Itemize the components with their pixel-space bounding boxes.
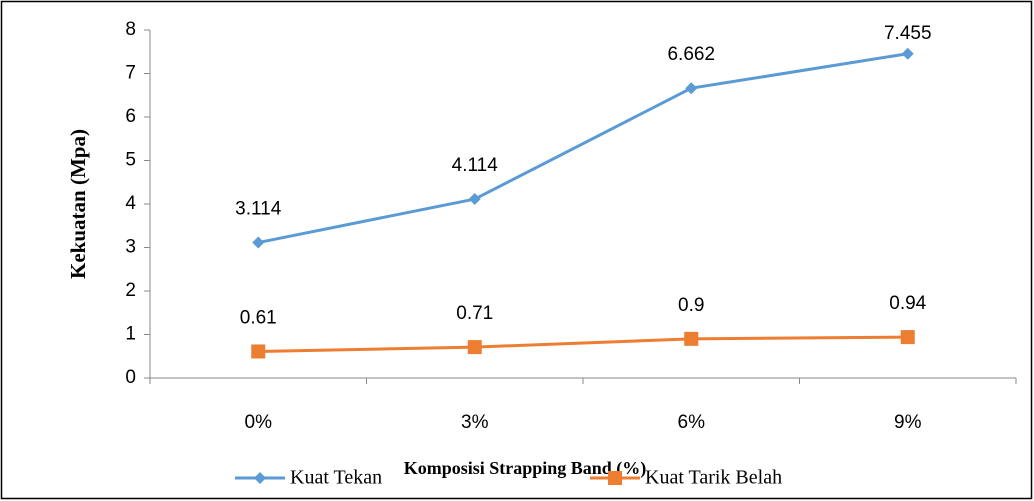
data-label: 3.114: [235, 199, 282, 220]
data-label: 0.61: [240, 307, 277, 328]
series-line: [258, 335, 908, 353]
marker: [468, 193, 481, 206]
marker: [685, 82, 698, 95]
data-label: 0.94: [889, 293, 926, 314]
y-axis-label: Kekuatan (Mpa): [66, 129, 90, 279]
x-tick-label: 0%: [245, 412, 273, 433]
y-tick-label: 3: [125, 237, 136, 258]
data-label: 7.455: [884, 23, 932, 44]
y-tick-label: 8: [125, 19, 136, 40]
marker: [254, 472, 266, 484]
legend-label: Kuat Tekan: [290, 467, 382, 489]
y-tick-label: 2: [125, 280, 136, 301]
y-tick-label: 5: [125, 150, 136, 171]
y-tick-label: 0: [125, 367, 136, 388]
y-tick-label: 7: [125, 63, 136, 84]
x-tick-label: 9%: [894, 412, 922, 433]
marker: [684, 331, 699, 346]
x-tick-label: 3%: [461, 412, 489, 433]
x-tick-label: 6%: [678, 412, 706, 433]
x-axis-label: Komposisi Strapping Band (%): [404, 458, 647, 479]
marker: [900, 330, 915, 345]
marker: [608, 471, 622, 485]
data-label: 0.9: [678, 295, 704, 316]
y-tick-label: 6: [125, 106, 136, 127]
marker: [252, 236, 265, 249]
y-tick-label: 1: [125, 324, 136, 345]
data-label: 4.114: [452, 155, 499, 176]
marker: [901, 47, 914, 60]
marker: [467, 340, 482, 355]
data-label: 0.71: [456, 303, 493, 324]
y-tick-label: 4: [125, 193, 136, 214]
legend-label: Kuat Tarik Belah: [645, 467, 782, 489]
data-label: 6.662: [667, 44, 715, 65]
series-line: [257, 52, 908, 245]
marker: [251, 344, 266, 359]
